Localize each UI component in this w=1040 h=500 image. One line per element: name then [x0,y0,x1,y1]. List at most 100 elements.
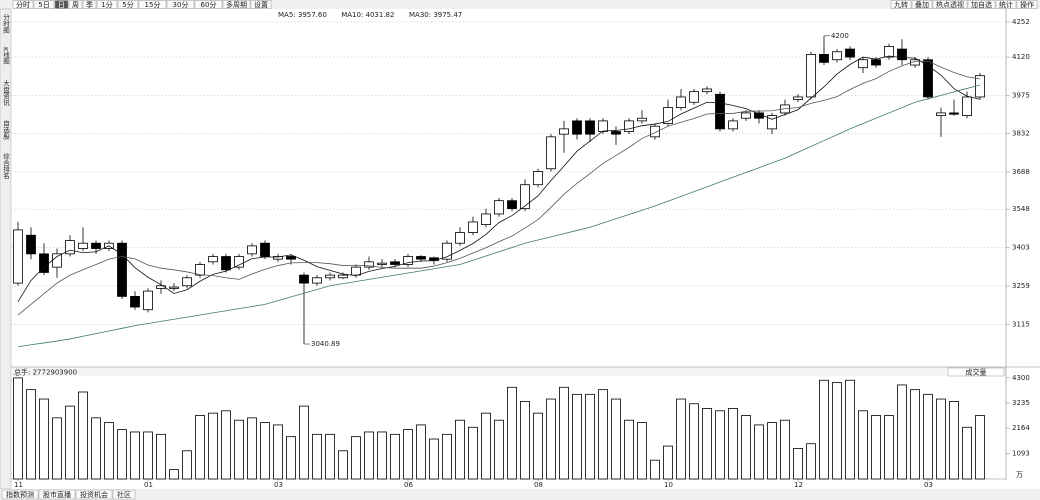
volume-bar [650,459,660,480]
tab-label[interactable]: 60分 [201,0,217,9]
candle-body [728,120,738,130]
tool-button[interactable] [967,0,996,9]
volume-bar [559,386,569,480]
sidebar-tab[interactable]: 大盘资讯 [2,79,10,108]
volume-selector-label[interactable]: 成交量 [966,368,987,377]
volume-bar [325,433,335,480]
candle-body [507,200,517,210]
tab[interactable] [194,0,223,9]
volume-bar [26,389,36,480]
bottom-tab[interactable] [38,489,76,500]
tool-button[interactable] [932,0,968,9]
bottom-tab-label[interactable]: 指数预测 [6,490,34,499]
candle-body [533,171,543,186]
candle-body [910,59,920,66]
volume-bar [624,419,634,480]
candle-body [403,256,413,265]
tab[interactable] [138,0,167,9]
volume-title: 总手: 2772903900 [14,368,77,377]
tab[interactable] [166,0,195,9]
tab[interactable] [33,0,55,9]
tab-label[interactable]: 15分 [145,0,161,9]
volume-bar [585,393,595,480]
candle-body [13,229,23,284]
candle-body [767,115,777,130]
candle-body [247,245,257,255]
tool-label[interactable]: 加自选 [971,0,992,9]
tool-label[interactable]: 操作 [1020,0,1034,9]
volume-bar [455,419,465,480]
sidebar-tab[interactable]: 自选股 [2,119,10,141]
tab[interactable] [96,0,118,9]
candle-body [364,261,374,268]
candle-body [156,285,166,289]
tab[interactable] [54,0,69,9]
ma-line [17,55,981,302]
candle-body [858,59,868,69]
candle-body [234,256,244,268]
volume-bar [897,384,907,480]
bottom-tab-label[interactable]: 投资机会 [80,490,108,499]
bottom-tab[interactable] [112,489,136,500]
candle-body [416,256,426,260]
volume-bar [299,405,309,480]
volume-bar [533,412,543,480]
tab-label[interactable]: 5日 [38,1,49,9]
tab-label[interactable]: 季 [86,0,93,9]
volume-bar [273,424,283,480]
volume-selector[interactable] [947,367,1005,377]
bottom-tab[interactable] [1,489,39,500]
candle-body [845,48,855,58]
tab[interactable] [117,0,139,9]
volume-bar [676,398,686,480]
bottom-tab[interactable] [75,489,113,500]
tab-label[interactable]: 30分 [173,0,189,9]
tool-button[interactable] [890,0,912,9]
legend-entry: MA30: 3975.47 [409,11,462,19]
candle-body [468,221,478,233]
candle-body [299,274,309,284]
tab-label[interactable]: 分时 [16,0,30,9]
sidebar-tab[interactable]: 分时图 [2,13,10,35]
tab[interactable] [222,0,251,9]
sidebar-tab[interactable]: K线图 [2,47,10,65]
volume-bar [234,419,244,480]
candle-body [923,59,933,98]
tab[interactable] [250,0,272,9]
tool-button[interactable] [995,0,1017,9]
candle-body [559,128,569,135]
candle-body [91,242,101,249]
tool-label[interactable]: 统计 [999,0,1013,9]
tool-label[interactable]: 叠加 [915,0,929,9]
candle-body [377,262,387,265]
volume-bar [364,431,374,480]
tab-label[interactable]: 1分 [101,0,112,9]
volume-bar [312,433,322,480]
tab-label[interactable]: 日 [58,1,65,9]
volume-bar [286,436,296,480]
tool-label[interactable]: 热点透视 [936,0,964,9]
volume-bar [832,382,842,480]
tab-label[interactable]: 5分 [122,0,133,9]
tool-button[interactable] [1016,0,1038,9]
tab-label[interactable]: 周 [72,1,79,9]
tab[interactable] [82,0,97,9]
tab-label[interactable]: 设置 [254,0,268,9]
tool-button[interactable] [911,0,933,9]
volume-bar [442,433,452,480]
tab[interactable] [68,0,83,9]
candle-body [39,253,49,273]
tool-label[interactable]: 九转 [894,0,908,9]
candle-body [260,242,270,257]
candle-body [325,274,335,279]
bottom-tab-label[interactable]: 股市直播 [43,490,71,499]
sidebar-tab[interactable]: 综合排名 [2,152,10,181]
volume-bar [572,393,582,480]
y-tick-label: 4120 [1012,53,1030,61]
candle-body [819,54,829,63]
candle-body [455,232,465,244]
tab-label[interactable]: 多周期 [226,0,247,9]
bottom-tab-label[interactable]: 社区 [117,490,131,499]
tab[interactable] [12,0,34,9]
y-tick-label: 3115 [1012,320,1030,328]
